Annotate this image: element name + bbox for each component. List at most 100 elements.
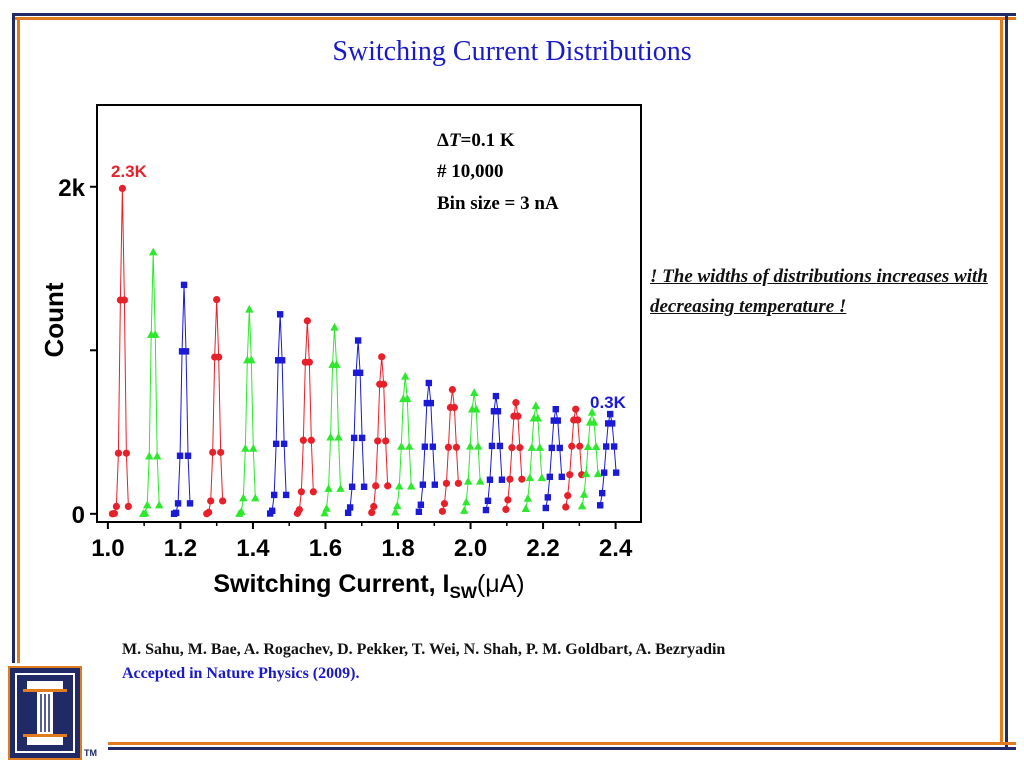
data-point	[429, 443, 437, 450]
data-point	[542, 504, 549, 512]
data-point	[461, 497, 471, 506]
data-point	[514, 412, 522, 420]
x-axis-label: Switching Current, ISW(μA)	[213, 570, 524, 602]
x-tick-label: 1.8	[381, 535, 414, 562]
data-point	[589, 417, 599, 426]
data-point	[521, 504, 531, 512]
frame-top-accent-line	[12, 17, 1016, 20]
data-point	[527, 443, 537, 451]
data-point	[552, 405, 559, 413]
data-point	[124, 502, 132, 511]
data-point	[558, 473, 565, 481]
data-point	[463, 476, 473, 485]
data-point	[482, 506, 490, 514]
data-point	[574, 416, 582, 424]
data-point	[213, 296, 221, 304]
data-point	[523, 494, 533, 502]
data-point	[568, 442, 576, 450]
frame-right-accent-line	[1000, 17, 1003, 745]
data-point	[330, 322, 339, 331]
data-point	[154, 500, 164, 509]
series-1-3k	[391, 371, 416, 516]
data-point	[305, 358, 313, 366]
data-point	[350, 434, 358, 442]
series-line	[112, 188, 129, 515]
x-tick-label: 2.0	[454, 535, 487, 562]
data-point	[587, 407, 597, 416]
series-line	[371, 356, 389, 513]
data-point	[403, 394, 412, 403]
series-line	[238, 309, 256, 515]
data-point	[122, 449, 130, 457]
university-logo	[8, 666, 82, 760]
slide-title: Switching Current Distributions	[332, 36, 692, 67]
data-point	[172, 509, 180, 517]
data-point	[469, 388, 479, 397]
data-point	[344, 509, 352, 517]
data-point	[597, 502, 604, 509]
annotation-delta-symbol: Δ	[437, 130, 449, 151]
data-point	[332, 360, 341, 368]
data-point	[516, 444, 524, 452]
data-point	[397, 442, 406, 450]
series-1-4k	[368, 353, 392, 517]
data-point	[247, 355, 256, 364]
data-point	[421, 443, 429, 450]
data-point	[550, 417, 557, 424]
data-point	[401, 371, 410, 380]
series-line	[296, 320, 314, 514]
data-point	[494, 408, 502, 415]
data-point	[145, 451, 154, 460]
x-axis-label-main: Switching Current, I	[213, 570, 449, 598]
series-0-4k	[577, 407, 603, 510]
data-point	[237, 507, 246, 515]
data-point	[602, 443, 610, 450]
data-point	[581, 469, 591, 478]
series-line	[206, 299, 224, 515]
data-point	[205, 508, 213, 516]
data-point	[566, 471, 574, 479]
data-point	[360, 483, 368, 490]
data-point	[112, 502, 121, 511]
frame-bottom-line	[108, 747, 1016, 750]
data-point	[241, 444, 250, 452]
x-axis-label-subscript: SW	[450, 583, 478, 602]
annotation-delta-t: ΔT=0.1 K	[437, 130, 515, 151]
data-point	[427, 399, 435, 407]
data-point	[591, 442, 601, 451]
data-point	[475, 476, 485, 485]
data-point	[219, 497, 227, 505]
data-point	[391, 507, 400, 516]
data-point	[407, 481, 416, 490]
label-2-3k: 2.3K	[111, 162, 148, 181]
x-tick-label: 1.6	[309, 535, 342, 562]
data-point	[600, 469, 608, 476]
data-point	[502, 505, 510, 514]
data-point	[548, 444, 555, 452]
data-point	[506, 475, 514, 483]
data-point	[533, 413, 543, 422]
series-1-0k	[460, 388, 485, 514]
series-0-9k	[482, 392, 506, 514]
data-point	[368, 508, 376, 517]
data-point	[593, 469, 603, 478]
data-point	[239, 493, 248, 502]
data-point	[504, 496, 512, 504]
series-2-3k	[108, 184, 132, 518]
frame-left-line	[12, 13, 15, 663]
series-0-5k	[562, 405, 586, 511]
data-point	[544, 494, 551, 501]
data-point	[209, 448, 217, 456]
data-point	[276, 311, 284, 318]
series-1-7k	[293, 317, 317, 517]
data-point	[405, 442, 414, 450]
data-point	[280, 440, 288, 448]
data-point	[378, 353, 386, 361]
data-point	[442, 479, 451, 487]
data-point	[612, 469, 620, 476]
annotation-count: # 10,000	[437, 161, 504, 182]
data-point	[554, 417, 561, 424]
data-point	[454, 479, 462, 487]
data-point	[490, 408, 498, 415]
